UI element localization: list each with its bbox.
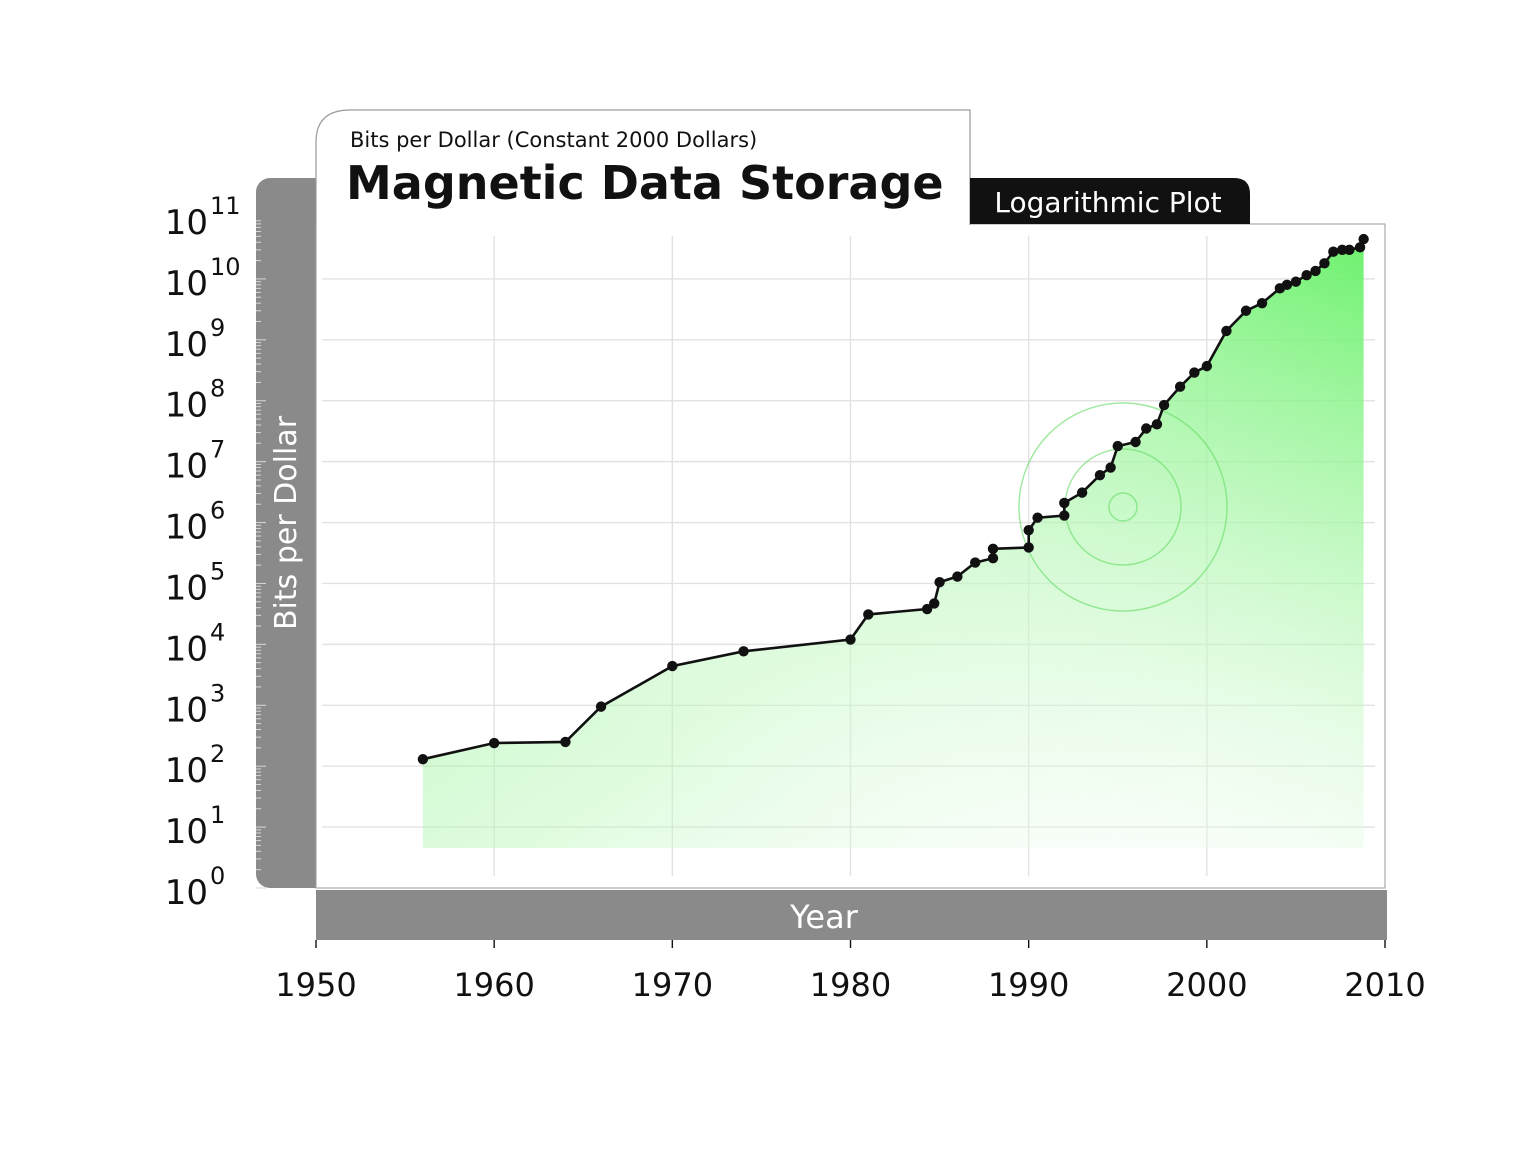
data-point xyxy=(1337,244,1348,256)
x-tick-label: 2010 xyxy=(1344,966,1425,1004)
y-tick-exponent: 4 xyxy=(210,618,225,646)
data-point xyxy=(1130,436,1141,448)
data-point xyxy=(1094,469,1106,481)
data-point xyxy=(417,754,429,765)
x-axis-panel xyxy=(316,890,1387,940)
data-point xyxy=(1141,423,1152,434)
y-tick-exponent: 9 xyxy=(210,314,225,342)
data-point xyxy=(1032,512,1043,523)
data-point xyxy=(1319,258,1330,269)
data-point xyxy=(929,598,940,609)
data-point xyxy=(1189,367,1200,378)
data-points xyxy=(417,233,1369,765)
data-point xyxy=(952,571,963,582)
data-point xyxy=(1023,524,1034,536)
y-tick-exponent: 7 xyxy=(210,436,225,464)
data-point xyxy=(1023,542,1034,553)
data-point xyxy=(1151,419,1163,430)
data-point xyxy=(1240,305,1252,316)
y-tick-base: 10 xyxy=(165,873,208,913)
data-point xyxy=(1256,297,1268,309)
log-badge-label: Logarithmic Plot xyxy=(994,186,1221,219)
data-point xyxy=(1221,325,1232,337)
data-point xyxy=(987,552,999,564)
data-point xyxy=(970,557,981,568)
data-point xyxy=(1344,244,1355,256)
data-point xyxy=(738,646,749,657)
y-tick-base: 10 xyxy=(165,386,208,426)
data-point xyxy=(934,576,945,588)
data-point xyxy=(921,603,933,615)
data-point xyxy=(1059,510,1070,521)
data-point xyxy=(488,737,500,749)
y-tick-exponent: 8 xyxy=(210,375,225,403)
title-tab xyxy=(315,109,971,225)
y-tick-base: 10 xyxy=(165,751,208,791)
x-tick-label: 1980 xyxy=(810,966,891,1004)
data-point xyxy=(1301,270,1312,281)
y-tick-base: 10 xyxy=(165,264,208,304)
y-tick-base: 10 xyxy=(165,508,208,548)
data-point xyxy=(667,660,678,672)
data-point xyxy=(1158,399,1170,411)
x-axis-label: Year xyxy=(789,898,859,936)
x-tick-label: 2000 xyxy=(1166,966,1247,1004)
data-point xyxy=(1076,487,1088,498)
chart-subtitle: Bits per Dollar (Constant 2000 Dollars) xyxy=(350,128,757,152)
x-tick-label: 1950 xyxy=(275,966,356,1004)
data-point xyxy=(1310,265,1321,277)
data-point xyxy=(595,701,607,712)
y-tick-base: 10 xyxy=(165,447,208,487)
data-point xyxy=(1281,279,1293,291)
y-tick-exponent: 1 xyxy=(210,801,225,829)
y-tick-base: 10 xyxy=(165,690,208,730)
data-point xyxy=(1358,233,1369,245)
y-axis-label: Bits per Dollar xyxy=(269,415,304,630)
y-tick-base: 10 xyxy=(165,203,208,243)
y-tick-exponent: 2 xyxy=(210,740,225,768)
data-point xyxy=(987,543,999,555)
data-point xyxy=(1112,440,1123,452)
data-point xyxy=(863,609,874,620)
x-tick-label: 1970 xyxy=(632,966,713,1004)
y-tick-base: 10 xyxy=(165,568,208,608)
data-point xyxy=(1328,246,1339,257)
y-tick-base: 10 xyxy=(165,629,208,669)
data-point xyxy=(845,634,856,645)
y-tick-exponent: 11 xyxy=(210,192,241,220)
log-badge xyxy=(970,178,1250,224)
y-tick-exponent: 3 xyxy=(210,679,225,707)
x-tick-label: 1990 xyxy=(988,966,1069,1004)
y-tick-base: 10 xyxy=(165,812,208,852)
y-tick-exponent: 0 xyxy=(210,862,225,890)
data-point xyxy=(1290,276,1302,287)
y-tick-exponent: 10 xyxy=(210,253,241,281)
data-point xyxy=(1105,462,1116,473)
data-point xyxy=(1201,360,1213,372)
y-tick-base: 10 xyxy=(165,325,208,365)
y-minor-ticks xyxy=(256,220,266,889)
chart-title: Magnetic Data Storage xyxy=(346,156,944,210)
data-point xyxy=(1354,242,1366,253)
x-tick-label: 1960 xyxy=(453,966,534,1004)
data-point xyxy=(1174,381,1186,392)
y-tick-exponent: 5 xyxy=(210,557,225,585)
area-fill-highlight xyxy=(422,239,1364,849)
x-ticks: 1950 1960 1970 1980 1990 2000 2010 xyxy=(275,940,1426,1004)
data-point xyxy=(1059,497,1070,509)
data-point xyxy=(560,736,571,748)
y-tick-exponent: 6 xyxy=(210,497,225,525)
